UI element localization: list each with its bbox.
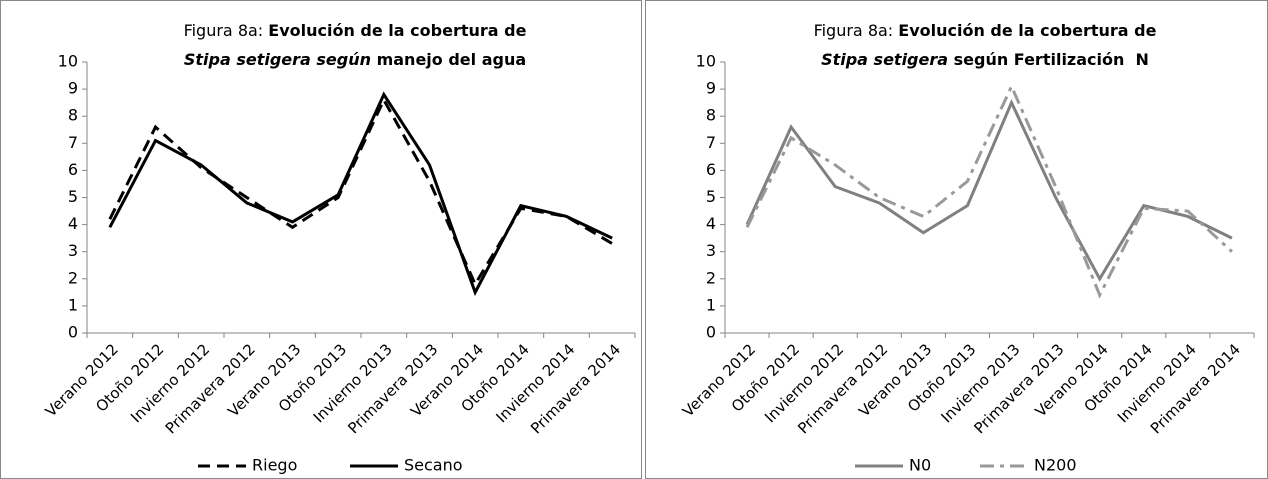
title-part: Figura 8a: <box>184 21 269 40</box>
y-tick-label: 9 <box>706 79 716 98</box>
title-part: manejo del agua <box>371 50 526 69</box>
legend-label: Secano <box>404 456 463 475</box>
title-part: Evolución de la cobertura de <box>268 21 526 40</box>
y-tick-label: 10 <box>696 52 716 71</box>
title-part: según Fertilización N <box>948 50 1149 69</box>
title-part: Figura 8a: <box>814 21 899 40</box>
data-line <box>745 82 1233 299</box>
legend-label: N200 <box>1034 456 1077 475</box>
y-tick-label: 5 <box>68 187 78 206</box>
data-line <box>108 96 613 288</box>
y-tick-label: 5 <box>706 187 716 206</box>
chart-title: Figura 8a: Evolución de la cobertura de <box>814 21 1157 40</box>
chart-title: Stipa setigera según Fertilización N <box>821 50 1149 69</box>
y-tick-label: 1 <box>706 295 716 314</box>
title-part: Evolución de la cobertura de <box>898 21 1156 40</box>
y-tick-label: 9 <box>68 79 78 98</box>
y-tick-label: 2 <box>706 268 716 287</box>
x-tick-label: Invierno 2014 <box>492 340 578 426</box>
y-tick-label: 3 <box>706 241 716 260</box>
y-tick-label: 2 <box>68 268 78 287</box>
y-tick-label: 1 <box>68 295 78 314</box>
y-tick-label: 0 <box>68 323 78 342</box>
y-tick-label: 0 <box>706 323 716 342</box>
y-tick-label: 4 <box>68 214 78 233</box>
legend-label: Riego <box>252 456 297 475</box>
legend-label: N0 <box>909 456 931 475</box>
y-tick-label: 4 <box>706 214 716 233</box>
title-part: Stipa setigera <box>821 50 948 69</box>
chart-title: Figura 8a: Evolución de la cobertura de <box>184 21 527 40</box>
title-part: Stipa setigera según <box>184 50 371 69</box>
data-line <box>745 98 1233 282</box>
data-line <box>108 91 613 297</box>
y-tick-label: 7 <box>706 133 716 152</box>
chart-title: Stipa setigera según manejo del agua <box>184 50 526 69</box>
x-tick-label: Invierno 2012 <box>127 340 213 426</box>
y-tick-label: 8 <box>706 106 716 125</box>
y-tick-label: 8 <box>68 106 78 125</box>
x-tick-label: Invierno 2013 <box>310 340 396 426</box>
y-tick-label: 6 <box>68 160 78 179</box>
y-tick-label: 7 <box>68 133 78 152</box>
y-tick-label: 10 <box>58 52 78 71</box>
y-tick-label: 3 <box>68 241 78 260</box>
y-tick-label: 6 <box>706 160 716 179</box>
